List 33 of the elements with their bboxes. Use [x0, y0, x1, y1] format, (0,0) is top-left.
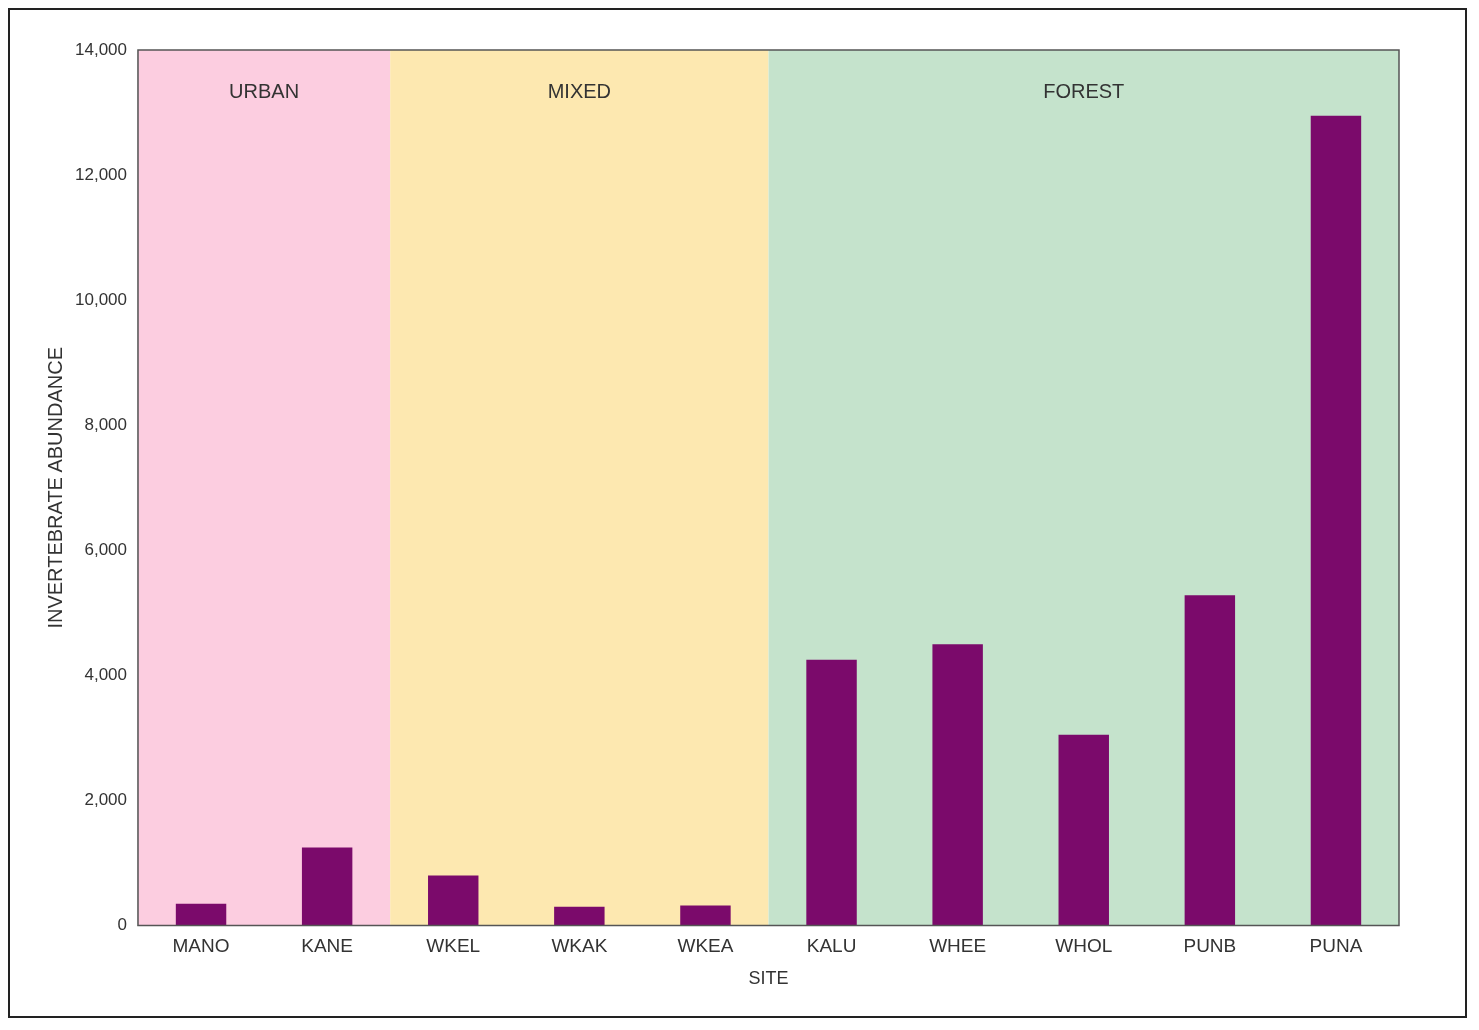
y-tick-label: 4,000 — [84, 665, 127, 685]
x-tick-label: PUNB — [1183, 935, 1237, 957]
band-label: FOREST — [1043, 79, 1125, 102]
x-tick-label: MANO — [172, 935, 230, 957]
x-tick-label: WHOL — [1055, 935, 1113, 957]
y-tick-label: 6,000 — [84, 540, 127, 560]
bar — [1310, 115, 1362, 926]
y-tick-label: 2,000 — [84, 790, 127, 810]
bar — [806, 659, 857, 926]
bar — [932, 644, 983, 926]
y-tick-label: 12,000 — [75, 164, 127, 184]
bar — [175, 903, 227, 926]
y-axis-title: INVERTEBRATE ABUNDANCE — [43, 347, 66, 629]
x-tick-label: KALU — [806, 935, 857, 957]
band-label: MIXED — [547, 79, 612, 102]
x-axis-title: SITE — [748, 968, 789, 989]
band-label: URBAN — [229, 79, 300, 102]
bar — [680, 905, 731, 926]
x-tick-label: WHEE — [929, 935, 987, 957]
bar — [554, 906, 605, 926]
y-tick-label: 0 — [117, 915, 127, 935]
x-tick-label: KANE — [301, 935, 354, 957]
bar — [428, 875, 479, 926]
x-tick-label: WKEA — [677, 935, 734, 957]
y-tick-label: 14,000 — [75, 39, 127, 59]
bar — [1058, 734, 1109, 926]
x-tick-label: PUNA — [1309, 935, 1363, 957]
y-tick-label: 8,000 — [84, 414, 127, 434]
x-tick-label: WKEL — [426, 935, 481, 957]
bar — [1184, 595, 1236, 926]
bar — [301, 847, 353, 926]
y-tick-label: 10,000 — [75, 289, 127, 309]
x-tick-label: WKAK — [551, 935, 608, 957]
